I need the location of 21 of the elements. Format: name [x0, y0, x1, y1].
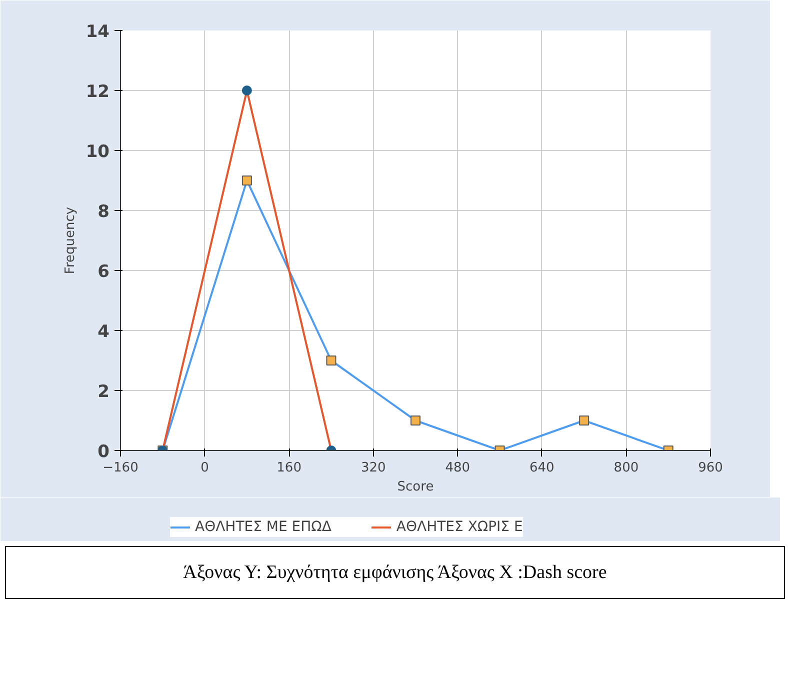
y-tick-label: 12 [86, 82, 110, 102]
x-tick-label: −160 [102, 460, 138, 476]
x-tick-label: 640 [530, 460, 554, 476]
y-tick-label: 6 [98, 262, 110, 282]
y-tick-label: 10 [86, 142, 110, 162]
x-axis-title: Score [397, 480, 434, 494]
legend-label: ΑΘΛΗΤΕΣ ΧΩΡΙΣ Ε [396, 519, 523, 535]
y-tick-label: 2 [98, 382, 110, 402]
y-tick-label: 14 [86, 22, 110, 42]
text: Άξονας Υ: Συχνότητα εμφάνισης Άξονας Χ :Dash score [183, 561, 607, 585]
x-tick-label: 800 [614, 460, 639, 476]
y-tick-label: 8 [98, 202, 110, 222]
x-tick-label: 960 [698, 460, 723, 476]
y-tick-label: 0 [98, 442, 110, 462]
x-tick-label: 480 [445, 460, 470, 476]
y-tick-label: 4 [98, 322, 110, 342]
x-tick-label: 160 [276, 460, 302, 476]
legend-label: ΑΘΛΗΤΕΣ ΜΕ ΕΠΩΔ [195, 519, 332, 535]
x-tick-label: 320 [360, 460, 386, 476]
y-axis-title: Frequency [62, 206, 78, 274]
x-tick-label: 0 [200, 460, 209, 476]
